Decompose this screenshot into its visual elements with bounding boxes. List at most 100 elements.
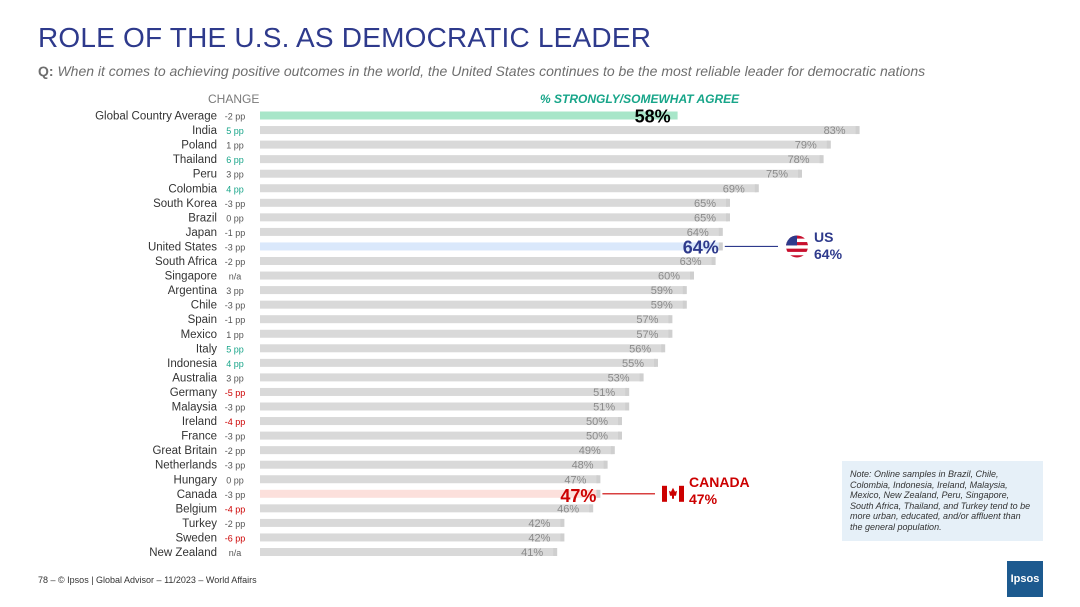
value-label-brazil: 65% xyxy=(694,212,716,224)
bar-spain xyxy=(260,315,671,324)
bar-end-south-korea xyxy=(726,198,730,207)
bar-end-mexico xyxy=(668,329,673,338)
change-label-australia: 3 pp xyxy=(226,373,244,383)
change-label-great-britain: -2 pp xyxy=(225,446,246,456)
bar-france xyxy=(260,431,620,440)
change-label-spain: -1 pp xyxy=(225,315,246,325)
bar-italy xyxy=(260,344,664,353)
bar-japan xyxy=(260,227,721,236)
value-label-malaysia: 51% xyxy=(593,402,615,414)
change-label-mexico: 1 pp xyxy=(226,330,244,340)
bar-mexico xyxy=(260,329,671,338)
bar-brazil xyxy=(260,213,728,222)
bar-end-brazil xyxy=(726,213,730,222)
canada-callout-label: CANADA 47% xyxy=(689,474,750,508)
country-label-belgium: Belgium xyxy=(175,503,217,515)
country-label-sweden: Sweden xyxy=(175,532,217,544)
country-label-peru: Peru xyxy=(193,169,217,181)
bar-end-argentina xyxy=(682,286,687,295)
bar-south-korea xyxy=(260,198,728,207)
value-label-great-britain: 49% xyxy=(579,445,601,457)
question-text: When it comes to achieving positive outc… xyxy=(57,63,926,79)
bar-end-malaysia xyxy=(625,402,630,411)
value-label-new-zealand: 41% xyxy=(521,547,543,559)
bar-sweden xyxy=(260,533,563,542)
country-label-hungary: Hungary xyxy=(174,474,218,486)
chart-title: % STRONGLY/SOMEWHAT AGREE xyxy=(540,92,740,106)
change-label-italy: 5 pp xyxy=(226,344,244,354)
country-label-malaysia: Malaysia xyxy=(172,402,218,414)
bar-end-south-africa xyxy=(711,257,716,265)
bar-chile xyxy=(260,300,685,309)
change-label-ireland: -4 pp xyxy=(225,417,246,427)
bar-australia xyxy=(260,373,642,382)
bar-end-singapore xyxy=(690,271,694,280)
bar-end-ireland xyxy=(618,417,622,426)
change-label-india: 5 pp xyxy=(226,126,244,136)
change-label-sweden: -6 pp xyxy=(225,533,246,543)
bar-global-country-average xyxy=(260,111,678,120)
value-label-japan: 64% xyxy=(687,227,709,239)
country-label-new-zealand: New Zealand xyxy=(149,547,217,559)
bar-end-peru xyxy=(798,169,802,178)
canada-flag-icon xyxy=(662,482,684,505)
country-label-france: France xyxy=(181,431,217,443)
value-label-ireland: 50% xyxy=(586,416,608,428)
change-label-peru: 3 pp xyxy=(226,170,244,180)
change-label-new-zealand: n/a xyxy=(229,548,242,558)
value-label-argentina: 59% xyxy=(651,285,673,297)
bar-end-netherlands xyxy=(603,460,608,469)
change-label-poland: 1 pp xyxy=(226,141,244,151)
value-label-united-states: 64% xyxy=(683,237,719,257)
us-callout-value: 64% xyxy=(814,246,843,262)
country-label-indonesia: Indonesia xyxy=(167,358,217,370)
country-label-ireland: Ireland xyxy=(182,416,217,428)
country-label-turkey: Turkey xyxy=(182,518,217,530)
us-callout-label: US 64% xyxy=(814,229,842,263)
country-label-united-states: United States xyxy=(148,241,217,253)
us-flag-icon xyxy=(786,235,808,258)
country-label-japan: Japan xyxy=(186,227,217,239)
value-label-poland: 79% xyxy=(795,140,817,152)
value-label-australia: 53% xyxy=(608,372,630,384)
bar-end-japan xyxy=(718,227,723,236)
country-label-argentina: Argentina xyxy=(168,285,218,297)
bar-end-italy xyxy=(661,344,666,353)
bar-end-united-states xyxy=(718,242,723,251)
bar-end-sweden xyxy=(560,533,565,542)
bar-end-france xyxy=(618,431,622,440)
bar-poland xyxy=(260,140,829,149)
us-callout-name: US xyxy=(814,229,834,245)
bar-end-colombia xyxy=(754,184,759,193)
bar-belgium xyxy=(260,504,592,513)
change-label-south-africa: -2 pp xyxy=(225,257,246,267)
bar-malaysia xyxy=(260,402,628,411)
bar-end-indonesia xyxy=(654,358,658,367)
bar-end-chile xyxy=(682,300,687,309)
bar-end-turkey xyxy=(560,518,565,527)
country-label-netherlands: Netherlands xyxy=(155,460,217,472)
question-prefix: Q: xyxy=(38,63,54,79)
ipsos-logo: Ipsos xyxy=(1007,561,1043,597)
change-label-chile: -3 pp xyxy=(225,301,246,311)
value-label-chile: 59% xyxy=(651,300,673,312)
bar-end-india xyxy=(855,126,860,135)
value-label-peru: 75% xyxy=(766,169,788,181)
footer-text: © Ipsos | Global Advisor – 11/2023 – Wor… xyxy=(58,575,257,585)
change-label-colombia: 4 pp xyxy=(226,184,244,194)
value-label-indonesia: 55% xyxy=(622,358,644,370)
change-label-germany: -5 pp xyxy=(225,388,246,398)
value-label-germany: 51% xyxy=(593,387,615,399)
bar-peru xyxy=(260,169,800,178)
country-label-south-korea: South Korea xyxy=(153,198,218,210)
country-label-india: India xyxy=(192,125,218,137)
change-label-united-states: -3 pp xyxy=(225,242,246,252)
value-label-colombia: 69% xyxy=(723,183,745,195)
bar-india xyxy=(260,126,858,135)
value-label-india: 83% xyxy=(824,125,846,137)
value-label-singapore: 60% xyxy=(658,271,680,283)
bar-end-belgium xyxy=(589,504,594,513)
change-label-thailand: 6 pp xyxy=(226,155,244,165)
value-label-spain: 57% xyxy=(636,314,658,326)
country-label-great-britain: Great Britain xyxy=(152,445,217,457)
